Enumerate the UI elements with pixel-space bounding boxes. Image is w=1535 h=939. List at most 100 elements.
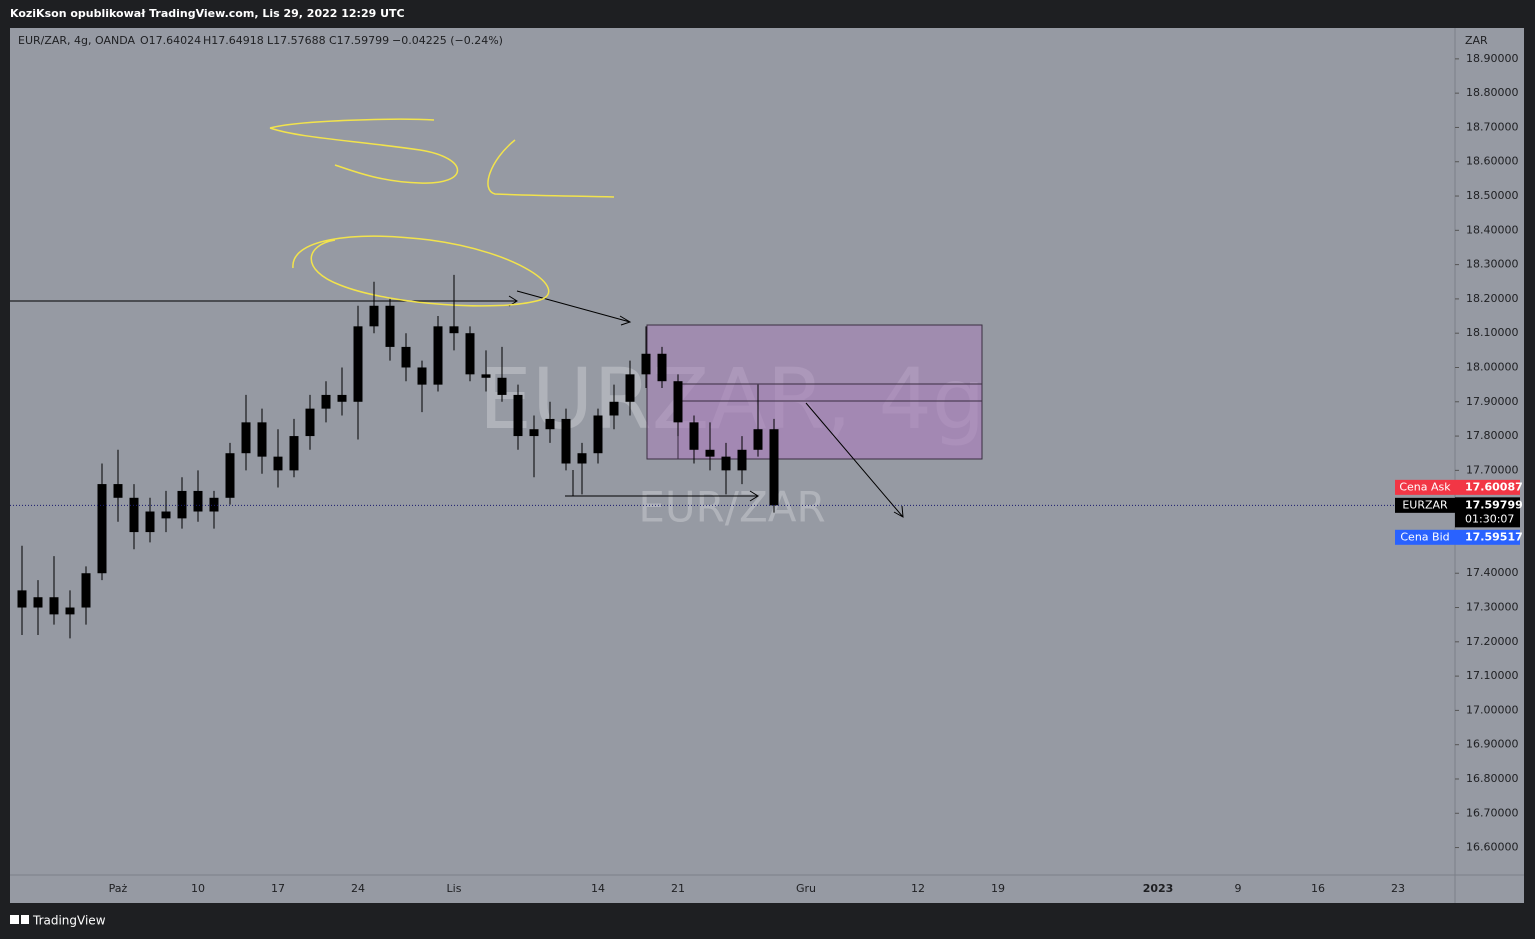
y-tick-label: 16.60000 [1466, 841, 1519, 854]
x-tick-label: Paż [109, 882, 128, 895]
y-tick-label: 16.70000 [1466, 806, 1519, 819]
legend-change: −0.04225 (−0.24%) [392, 34, 503, 47]
candle-body [481, 374, 491, 378]
x-tick-label: 23 [1391, 882, 1405, 895]
y-tick-label: 18.00000 [1466, 360, 1519, 373]
candle-body [577, 453, 587, 464]
price-tag-name: Cena Ask [1399, 480, 1451, 493]
candle-body [81, 573, 91, 608]
price-tag [1455, 479, 1520, 495]
candle-body [417, 367, 427, 385]
candle-body [97, 484, 107, 574]
candle-body [209, 497, 219, 512]
candle-body [657, 353, 667, 382]
y-tick-label: 18.10000 [1466, 326, 1519, 339]
y-tick-label: 16.90000 [1466, 738, 1519, 751]
y-tick-label: 17.90000 [1466, 395, 1519, 408]
candle-body [705, 449, 715, 457]
x-tick-label: 24 [351, 882, 365, 895]
watermark-sub: EUR/ZAR [638, 483, 825, 532]
y-tick-label: 16.80000 [1466, 772, 1519, 785]
sl-scribble [269, 118, 615, 198]
y-tick-label: 18.40000 [1466, 223, 1519, 236]
price-tag [1455, 497, 1520, 528]
candle-body [561, 418, 571, 464]
price-tag-name-box [1395, 497, 1455, 513]
candle-body [161, 511, 171, 519]
publisher: KoziKson opublikował TradingView.com, Li… [10, 7, 405, 20]
y-tick-label: 17.70000 [1466, 463, 1519, 476]
x-tick-label: 10 [191, 882, 205, 895]
x-tick-label: 16 [1311, 882, 1325, 895]
candle-body [145, 511, 155, 533]
x-tick-label: Lis [447, 882, 462, 895]
drawings [10, 118, 983, 518]
candle-body [257, 422, 267, 457]
candle-body [545, 418, 555, 430]
price-tag-name-box [1395, 479, 1455, 495]
candle-body [385, 305, 395, 347]
candle-body [225, 453, 235, 498]
y-tick-label: 17.20000 [1466, 635, 1519, 648]
price-tag-name: Cena Bid [1400, 530, 1449, 543]
candle-body [49, 597, 59, 615]
candle-body [369, 305, 379, 327]
candle-body [689, 422, 699, 450]
candle-body [769, 429, 779, 506]
candle-body [433, 326, 443, 385]
price-tag-name: EURZAR [1402, 498, 1448, 511]
zone [677, 383, 983, 460]
candle-body [321, 394, 331, 409]
y-tick-label: 17.30000 [1466, 601, 1519, 614]
x-tick-label: 14 [591, 882, 605, 895]
candle-body [497, 377, 507, 395]
x-tick-label: 19 [991, 882, 1005, 895]
y-tick-label: 17.00000 [1466, 703, 1519, 716]
y-tick-label: 17.40000 [1466, 566, 1519, 579]
candle-body [353, 326, 363, 402]
y-tick-label: 18.20000 [1466, 292, 1519, 305]
arrow [565, 470, 759, 502]
legend-close: C17.59799 [329, 34, 389, 47]
candle-body [17, 590, 27, 608]
legend-open: O17.64024 [140, 34, 201, 47]
arrow [805, 402, 904, 518]
price-tag-value: 17.60087 [1465, 480, 1523, 493]
candle-body [737, 449, 747, 471]
x-tick-label: 21 [671, 882, 685, 895]
candle-body [609, 401, 619, 416]
tv-logo [10, 915, 29, 924]
y-tick-label: 18.70000 [1466, 120, 1519, 133]
candle-body [401, 346, 411, 368]
x-tick-label: 9 [1235, 882, 1242, 895]
candle-body [593, 415, 603, 454]
x-tick-label: 17 [271, 882, 285, 895]
price-tag [1455, 529, 1520, 545]
candle-body [305, 408, 315, 437]
candle-body [753, 429, 763, 450]
candle-body [177, 490, 187, 519]
y-tick-label: 18.90000 [1466, 52, 1519, 65]
candle-body [193, 490, 203, 512]
candle-body [529, 429, 539, 437]
candle-body [449, 326, 459, 334]
arrow [516, 290, 632, 326]
y-tick-label: 18.30000 [1466, 258, 1519, 271]
countdown: 01:30:07 [1465, 512, 1514, 525]
candle-body [673, 381, 683, 423]
zone [646, 324, 983, 460]
candle-body [241, 422, 251, 454]
candle-body [513, 394, 523, 437]
price-tag-value: 17.59517 [1465, 530, 1523, 543]
brand: TradingView [32, 914, 106, 928]
candle-body [721, 456, 731, 471]
candle-body [273, 456, 283, 471]
y-tick-label: 17.10000 [1466, 669, 1519, 682]
chart-frame [10, 28, 1524, 903]
circle-scribble [292, 235, 550, 307]
price-tag-name-box [1395, 529, 1455, 545]
currency: ZAR [1465, 34, 1488, 47]
legend-high: H17.64918 [203, 34, 264, 47]
